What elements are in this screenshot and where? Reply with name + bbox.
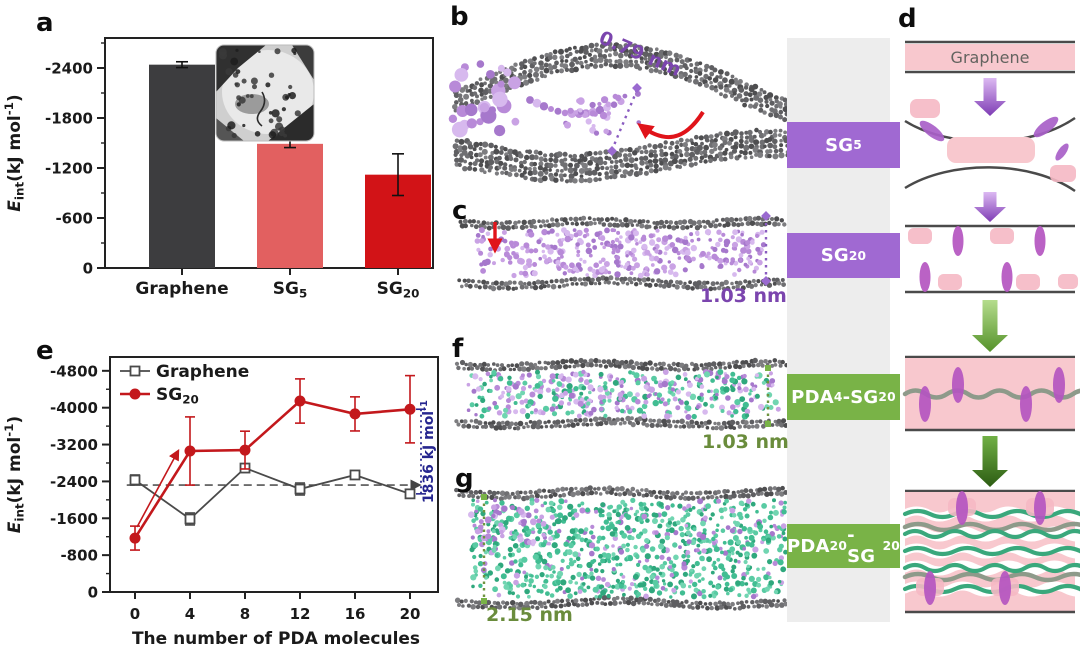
- point-SG20-0: [129, 532, 141, 544]
- y-tick-label: -1600: [50, 510, 98, 528]
- x-tick-label: 8: [240, 605, 250, 623]
- md-snapshot-sg5: [448, 41, 790, 184]
- flow-arrow: [974, 192, 1006, 222]
- md-snapshot-pda20-sg20: [454, 485, 789, 611]
- trend-arrow: [136, 448, 180, 528]
- red-curved-arrow: [637, 110, 705, 140]
- x-category-label: SG5: [273, 279, 307, 301]
- point-SG20-20: [404, 403, 416, 415]
- diff-label: 1836 kJ mol-1: [419, 400, 437, 503]
- y-tick-label: -1200: [45, 160, 93, 178]
- point-SG20-4: [184, 445, 196, 457]
- panel-label-g: g: [455, 464, 474, 494]
- label-box-pda4-sg20: PDA 4 -SG 20: [787, 374, 900, 420]
- point-SG20-16: [349, 408, 361, 420]
- flow-arrow: [974, 78, 1006, 116]
- y-tick-label: -1800: [45, 110, 93, 128]
- graphene-box: [905, 44, 1075, 70]
- label-box-pda20-sg20: PDA 20 -SG 20: [787, 524, 900, 568]
- y-tick-label: -2400: [50, 473, 98, 491]
- assembly-schematic: [900, 40, 1080, 614]
- y-tick-label: -600: [55, 210, 93, 228]
- y-tick-label: -4000: [50, 399, 98, 417]
- point-Graphene-12: [294, 483, 306, 495]
- distance-label-c: 1.03 nm: [700, 285, 787, 307]
- label-box-sg5: SG 5: [787, 122, 900, 168]
- x-tick-label: 20: [400, 605, 421, 623]
- tem-inset-image: [216, 45, 314, 141]
- md-snapshot-pda4-sg20: [454, 357, 789, 431]
- bar-Graphene: [149, 64, 215, 269]
- x-tick-label: 0: [130, 605, 140, 623]
- point-Graphene-20: [404, 488, 416, 500]
- md-snapshot-sg20: [457, 211, 787, 292]
- panel-label-f: f: [452, 334, 464, 364]
- bar-SG5: [257, 143, 323, 268]
- point-SG20-8: [239, 444, 251, 456]
- x-tick-label: 4: [185, 605, 195, 623]
- point-Graphene-0: [129, 474, 141, 486]
- panel-label-c: c: [452, 196, 468, 226]
- x-category-label: Graphene: [135, 279, 228, 299]
- point-Graphene-16: [349, 469, 361, 481]
- x-tick-label: 12: [290, 605, 311, 623]
- y-tick-label: 0: [83, 260, 93, 278]
- legend-label-SG20: SG20: [156, 385, 199, 407]
- label-box-sg20: SG 20: [787, 233, 900, 278]
- panel-label-b: b: [450, 2, 469, 32]
- y-tick-label: -3200: [50, 436, 98, 454]
- y-tick-label: 0: [88, 584, 98, 602]
- panel-label-d: d: [898, 4, 917, 34]
- distance-label-g: 2.15 nm: [486, 604, 573, 626]
- panel-label-a: a: [36, 8, 54, 38]
- flow-arrow: [972, 436, 1008, 487]
- point-Graphene-4: [184, 513, 196, 525]
- distance-label-f: 1.03 nm: [702, 431, 789, 453]
- series-line-SG20: [133, 399, 411, 539]
- y-axis-label: Eint(kJ mol-1): [2, 416, 27, 533]
- y-tick-label: -2400: [45, 60, 93, 78]
- plot-frame-e: [109, 356, 439, 593]
- panel-label-e: e: [36, 336, 54, 366]
- legend-label-Graphene: Graphene: [156, 362, 249, 382]
- line-chart-pda-energy: 0 -800 -1600 -2400 -3200 -4000 -4800 0 4 8 12 16 20 T…: [2, 356, 439, 649]
- y-axis-label: Eint(kJ mol-1): [2, 94, 27, 211]
- schematic-graphene-label: Graphene: [950, 48, 1030, 67]
- series-line-Graphene: [134, 466, 411, 521]
- bar-chart-interaction-energy: 0 -600 -1200 -1800 -2400 Eint(kJ mol-1) Graphe…: [2, 37, 434, 301]
- flow-arrow: [972, 300, 1008, 352]
- point-SG20-12: [294, 395, 306, 407]
- y-tick-label: -4800: [50, 362, 98, 380]
- x-axis-label: The number of PDA molecules: [132, 629, 420, 649]
- x-category-label: SG20: [377, 279, 420, 301]
- y-tick-label: -800: [60, 547, 98, 565]
- x-tick-label: 16: [345, 605, 366, 623]
